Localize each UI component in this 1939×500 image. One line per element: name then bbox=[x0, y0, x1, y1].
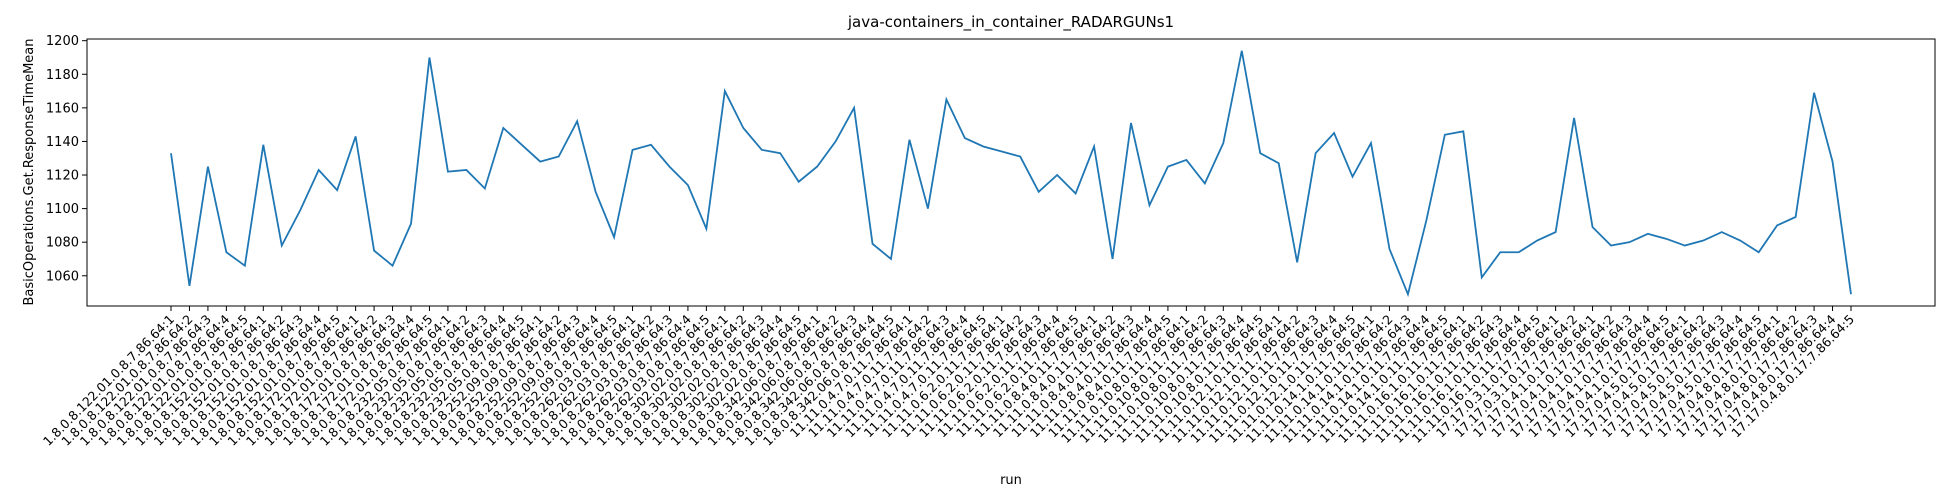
plot-frame bbox=[86, 38, 1936, 307]
y-tick-label: 1060 bbox=[46, 269, 79, 284]
y-tick-label: 1200 bbox=[46, 34, 79, 49]
y-tick-label: 1160 bbox=[46, 101, 79, 116]
x-axis-label: run bbox=[1000, 473, 1022, 488]
data-line bbox=[170, 50, 1852, 298]
y-tick-label: 1140 bbox=[46, 135, 79, 150]
y-tick-label: 1120 bbox=[46, 169, 79, 184]
y-tick-label: 1080 bbox=[46, 236, 79, 251]
chart-title: java-containers_in_container_RADARGUNs1 bbox=[847, 13, 1174, 32]
y-axis-label: BasicOperations.Get.ResponseTimeMean bbox=[22, 39, 37, 306]
y-tick-label: 1100 bbox=[46, 202, 79, 217]
y-tick-label: 1180 bbox=[46, 68, 79, 83]
